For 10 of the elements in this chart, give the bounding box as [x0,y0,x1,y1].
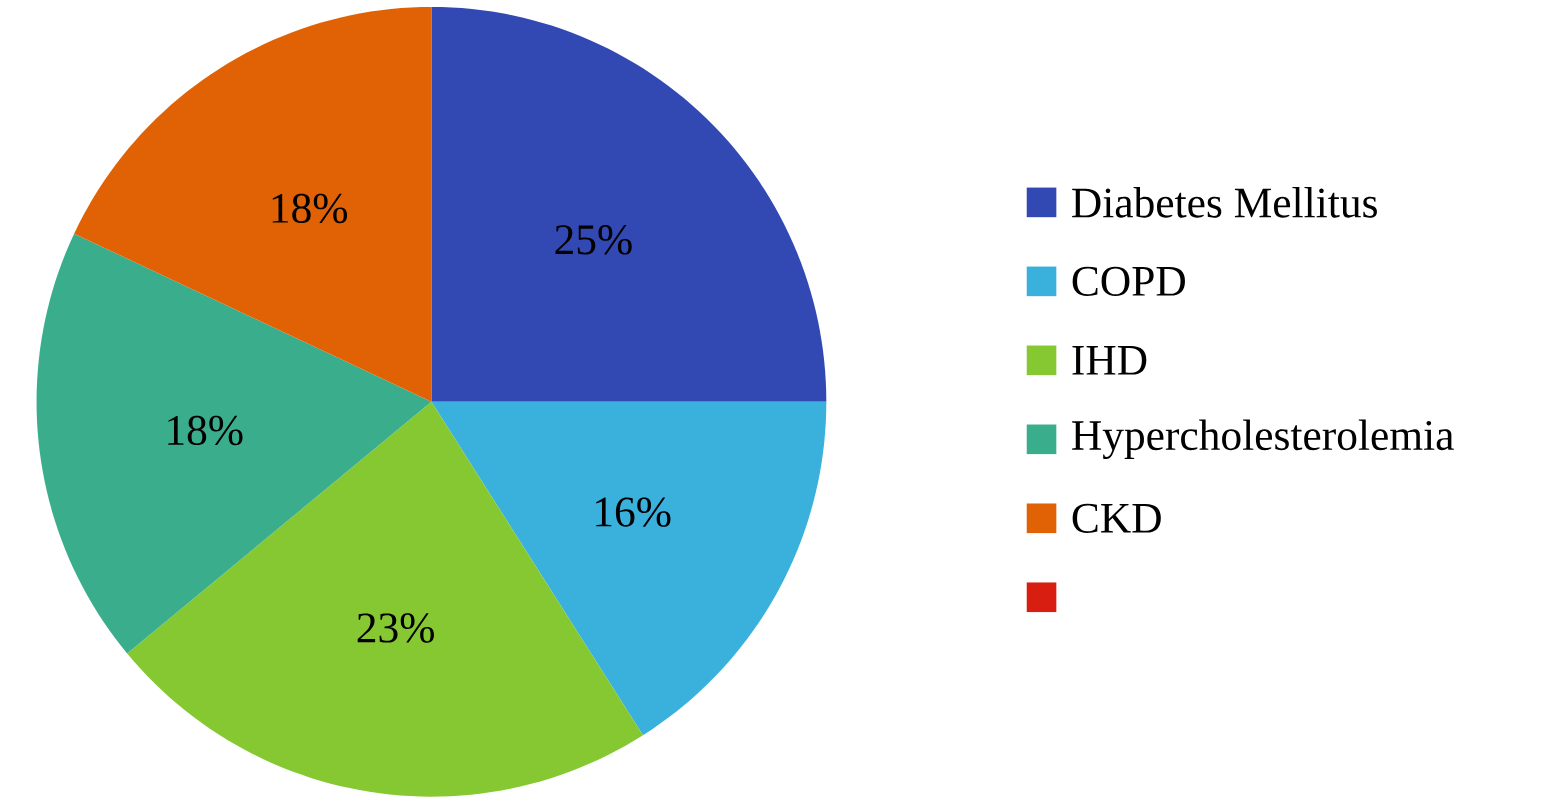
legend-label: Diabetes Mellitus [1072,187,1377,218]
data-label: 18% [272,193,348,224]
data-label: 16% [596,497,671,528]
data-label: 25% [555,225,632,255]
legend-label: Hypercholesterolemia [1072,419,1454,460]
data-label: 23% [357,613,434,643]
legend-label: CKD [1072,503,1161,534]
legend-label: COPD [1072,266,1185,297]
data-label: 18% [168,415,243,446]
legend-label: IHD [1072,346,1147,375]
